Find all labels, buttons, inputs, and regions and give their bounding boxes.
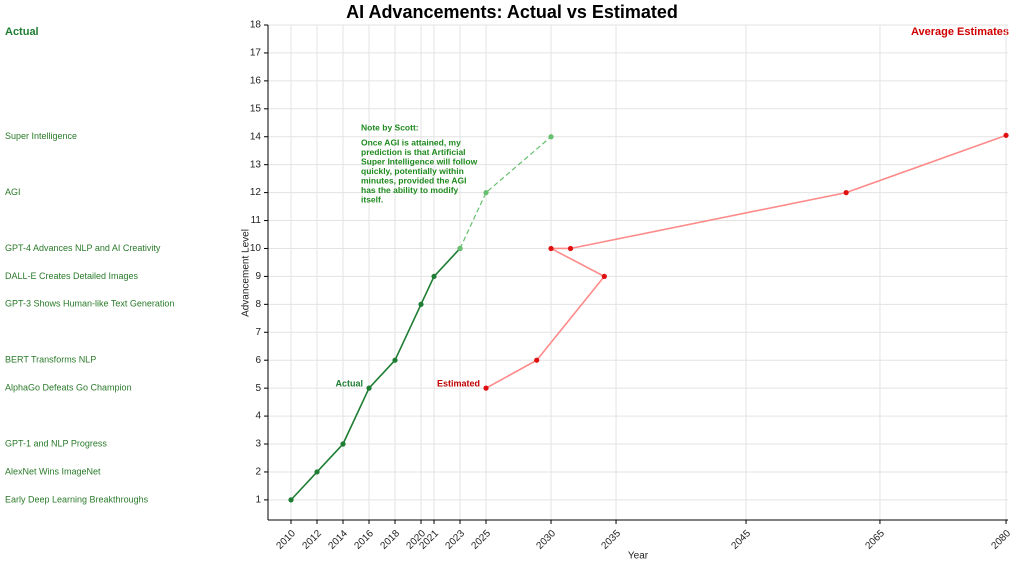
- x-tick-label: 2016: [352, 528, 376, 552]
- note-line: prediction is that Artificial: [361, 147, 466, 157]
- y-tick-label: 7: [255, 327, 261, 338]
- y-tick-label: 2: [255, 467, 261, 478]
- x-tick-label: 2018: [378, 528, 402, 552]
- x-tick-label: 2012: [300, 528, 324, 552]
- note-line: quickly, potentially within: [361, 166, 464, 176]
- y-tick-label: 14: [250, 131, 262, 142]
- right-heading: Average Estimates: [911, 26, 1009, 38]
- x-tick-label: 2080: [990, 528, 1014, 552]
- series-line: [459, 136, 552, 249]
- series-label: Estimated: [437, 379, 480, 389]
- note-line: minutes, provided the AGI: [361, 175, 466, 185]
- milestone-label: AGI: [5, 187, 21, 197]
- note-line: itself.: [361, 194, 383, 204]
- milestone-label: GPT-4 Advances NLP and AI Creativity: [5, 243, 161, 253]
- y-tick-label: 4: [255, 411, 261, 422]
- x-tick-label: 2025: [469, 528, 493, 552]
- milestone-label: GPT-1 and NLP Progress: [5, 438, 107, 448]
- x-axis-label: Year: [628, 551, 649, 562]
- y-tick-label: 16: [250, 76, 262, 87]
- data-point: [483, 385, 489, 391]
- data-point: [1003, 132, 1009, 138]
- data-point: [567, 245, 574, 252]
- x-tick-label: 2014: [326, 528, 350, 552]
- data-point: [534, 357, 540, 363]
- note-line: Super Intelligence will follow: [361, 156, 478, 166]
- data-point: [457, 245, 463, 252]
- note-title: Note by Scott:: [361, 122, 419, 132]
- series-label: Actual: [335, 379, 363, 389]
- chart-title: AI Advancements: Actual vs Estimated: [346, 2, 678, 22]
- y-tick-label: 6: [255, 355, 261, 366]
- x-tick-label: 2035: [600, 528, 624, 552]
- y-tick-label: 10: [250, 243, 262, 254]
- x-tick-label: 2023: [443, 528, 467, 552]
- x-tick-label: 2010: [274, 528, 298, 552]
- data-point: [288, 497, 294, 503]
- data-point: [392, 357, 398, 363]
- y-tick-label: 12: [250, 187, 262, 198]
- left-heading: Actual: [5, 26, 39, 38]
- data-point: [431, 273, 437, 280]
- data-point: [418, 301, 424, 307]
- data-point: [340, 441, 346, 447]
- data-point: [366, 385, 372, 391]
- data-point: [483, 190, 489, 196]
- series-line: [290, 247, 461, 501]
- data-point: [548, 245, 554, 252]
- y-tick-label: 18: [250, 20, 262, 31]
- y-tick-label: 9: [255, 271, 261, 282]
- y-tick-label: 15: [250, 103, 262, 114]
- y-tick-label: 1: [255, 495, 261, 506]
- y-tick-label: 8: [255, 299, 261, 310]
- milestone-label: AlphaGo Defeats Go Champion: [5, 383, 132, 393]
- y-tick-label: 17: [250, 48, 262, 59]
- y-tick-label: 5: [255, 383, 261, 394]
- note-line: has the ability to modify: [361, 185, 459, 195]
- milestone-label: Super Intelligence: [5, 131, 77, 141]
- x-tick-label: 2045: [730, 528, 754, 552]
- milestone-label: GPT-3 Shows Human-like Text Generation: [5, 299, 174, 309]
- milestone-label: DALL-E Creates Detailed Images: [5, 271, 139, 281]
- data-point: [601, 273, 607, 280]
- data-point: [843, 190, 849, 196]
- y-tick-label: 11: [251, 215, 262, 226]
- milestone-label: Early Deep Learning Breakthroughs: [5, 494, 149, 504]
- x-tick-label: 2065: [863, 528, 887, 552]
- x-tick-label: 2030: [535, 528, 559, 552]
- data-point: [548, 134, 554, 140]
- data-point: [314, 469, 320, 475]
- y-tick-label: 13: [250, 159, 262, 170]
- y-axis-label: Advancement Level: [241, 229, 252, 317]
- milestone-label: BERT Transforms NLP: [5, 355, 96, 365]
- y-tick-label: 3: [255, 439, 261, 450]
- note-line: Once AGI is attained, my: [361, 137, 461, 147]
- milestone-label: AlexNet Wins ImageNet: [5, 466, 101, 476]
